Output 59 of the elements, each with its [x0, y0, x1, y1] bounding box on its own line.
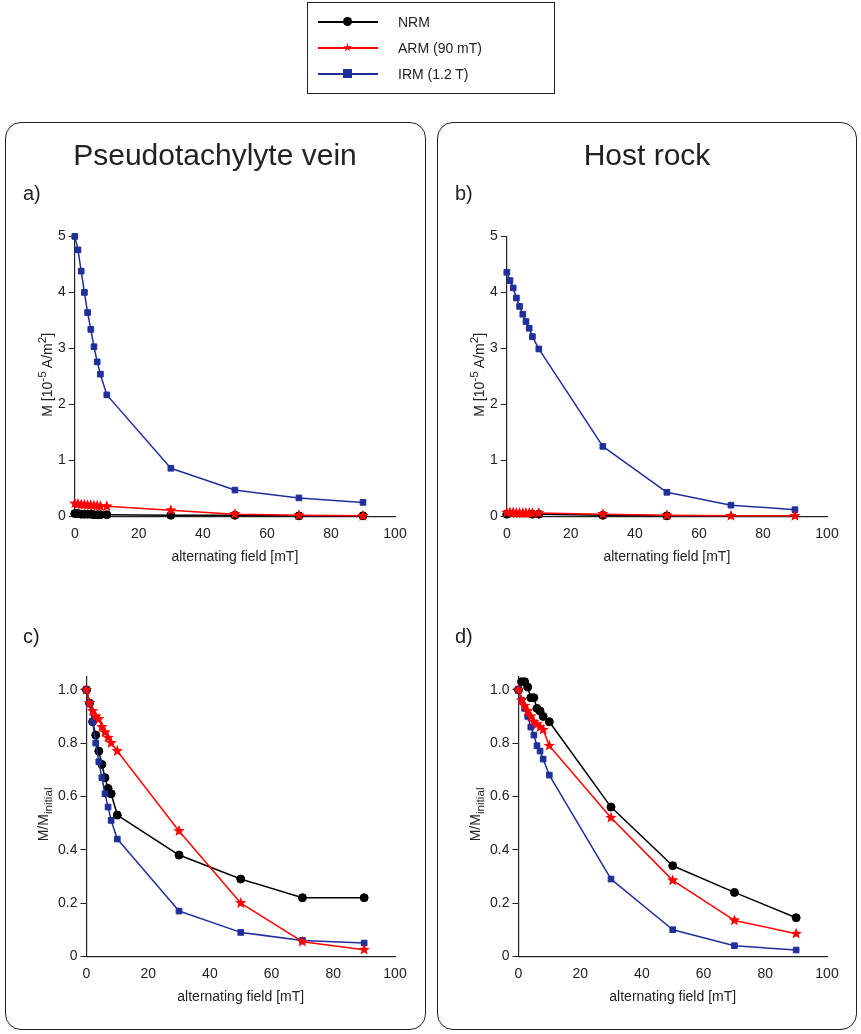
y-tick-label: 4 [57, 283, 66, 300]
x-tick-label: 60 [263, 964, 280, 981]
x-axis-title: alternating field [mT] [603, 548, 731, 565]
x-tick-label: 40 [195, 524, 211, 541]
y-tick-label: 0.2 [57, 893, 78, 910]
y-tick-label: 0.8 [489, 733, 510, 750]
text: d) [455, 625, 473, 648]
y-tick-label: 0.6 [57, 787, 78, 804]
x-tick-label: 100 [815, 964, 839, 981]
x-tick-label: 60 [695, 964, 712, 981]
y-tick-label: 0.8 [57, 733, 78, 750]
x-tick-label: 80 [755, 524, 771, 541]
y-tick-label: 0 [489, 507, 498, 524]
x-tick-label: 100 [383, 964, 407, 981]
x-tick-label: 20 [131, 524, 147, 541]
x-axis-title: alternating field [mT] [177, 988, 305, 1005]
y-tick-label: 0 [501, 947, 510, 964]
x-tick-label: 80 [323, 524, 339, 541]
x-axis-title: alternating field [mT] [609, 988, 737, 1005]
x-tick-label: 40 [627, 524, 643, 541]
y-tick-label: 4 [489, 283, 498, 300]
x-tick-label: 100 [815, 524, 839, 541]
x-tick-label: 40 [634, 964, 650, 981]
text: a) [23, 182, 41, 205]
x-tick-label: 100 [383, 524, 407, 541]
y-tick-label: 1.0 [489, 680, 510, 697]
x-tick-label: 20 [563, 524, 579, 541]
y-tick-label: 0 [69, 947, 78, 964]
x-tick-label: 60 [259, 524, 275, 541]
text: c) [23, 625, 40, 648]
x-tick-label: 20 [572, 964, 589, 981]
chart-title: Host rock [582, 138, 712, 172]
y-tick-label: 3 [57, 339, 66, 356]
y-tick-label: 3 [489, 339, 498, 356]
y-tick-label: 1.0 [57, 680, 78, 697]
x-tick-label: 40 [202, 964, 218, 981]
y-tick-label: 0.2 [489, 893, 510, 910]
y-tick-label: 1 [57, 451, 66, 468]
y-tick-label: 2 [57, 395, 66, 412]
chart-title: Pseudotachylyte vein [72, 138, 358, 172]
legend-label: ARM (90 mT) [398, 40, 482, 56]
x-tick-label: 80 [325, 964, 342, 981]
y-tick-label: 5 [57, 227, 66, 244]
x-tick-label: 60 [691, 524, 707, 541]
text: b) [455, 182, 473, 205]
x-axis-title: alternating field [mT] [171, 548, 299, 565]
y-tick-label: 1 [489, 451, 498, 468]
legend-label: IRM (1.2 T) [398, 66, 469, 82]
x-tick-label: 0 [82, 964, 91, 981]
x-tick-label: 80 [757, 964, 774, 981]
y-tick-label: 2 [489, 395, 498, 412]
y-tick-label: 0.4 [57, 840, 78, 857]
x-tick-label: 20 [140, 964, 157, 981]
y-tick-label: 0 [57, 507, 66, 524]
x-tick-label: 0 [514, 964, 523, 981]
legend-label: NRM [398, 14, 430, 30]
y-tick-label: 0.6 [489, 787, 510, 804]
y-tick-label: 0.4 [489, 840, 510, 857]
y-tick-label: 5 [489, 227, 498, 244]
